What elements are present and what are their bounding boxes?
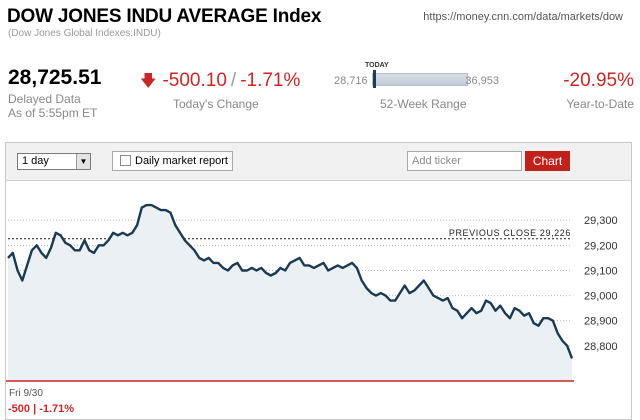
period-select[interactable]: 1 day ▼ — [17, 153, 91, 170]
delayed-data-note: Delayed Data As of 5:55pm ET — [8, 92, 97, 120]
ytd-value: -20.95% — [563, 70, 634, 91]
chevron-down-icon[interactable]: ▼ — [76, 154, 90, 169]
y-tick-label: 29,200 — [584, 240, 618, 252]
52-week-range: TODAY 28,716 36,953 52-Week Range — [334, 62, 504, 112]
y-tick-label: 28,900 — [584, 316, 618, 328]
todays-change: 🡇 -500.10/-1.71% — [140, 70, 300, 97]
ytd-label: Year-to-Date — [566, 97, 634, 111]
price-area — [8, 205, 572, 381]
change-points: -500.10 — [162, 70, 227, 91]
y-axis-ticks: 28,800 28,900 29,000 29,100 29,200 29,300 — [584, 215, 618, 353]
intraday-chart: 28,800 28,900 29,000 29,100 29,200 29,300 PRE… — [6, 203, 618, 382]
chart-toolbar: 1 day ▼ Daily market report Chart — [6, 143, 631, 181]
period-selected-value: 1 day — [22, 155, 49, 167]
price-line — [7, 203, 574, 359]
current-price: 28,725.51 — [8, 66, 102, 89]
range-today-label: TODAY — [365, 62, 389, 69]
chart-panel: 1 day ▼ Daily market report Chart 28,800… — [5, 142, 632, 420]
change-percent: -1.71% — [240, 70, 301, 91]
range-high: 36,953 — [465, 75, 499, 87]
change-separator: / — [230, 70, 237, 91]
y-tick-label: 28,800 — [584, 341, 618, 353]
chart-day-change: -500 | -1.71% — [8, 403, 75, 415]
down-arrow-icon: 🡇 — [140, 73, 157, 90]
as-of-time: As of 5:55pm ET — [8, 106, 98, 120]
delayed-data-label: Delayed Data — [8, 92, 81, 106]
daily-report-checkbox[interactable] — [120, 155, 131, 166]
range-label: 52-Week Range — [380, 97, 467, 111]
chart-date: Fri 9/30 — [9, 388, 43, 399]
previous-close-label: PREVIOUS CLOSE 29,226 — [449, 228, 571, 238]
page-title: DOW JONES INDU AVERAGE Index — [7, 6, 322, 27]
chart-button[interactable]: Chart — [525, 151, 570, 171]
y-tick-label: 29,100 — [584, 265, 618, 277]
todays-change-label: Today's Change — [173, 97, 259, 111]
range-today-marker — [373, 70, 376, 88]
daily-report-toggle[interactable]: Daily market report — [112, 151, 233, 171]
y-tick-label: 29,300 — [584, 215, 618, 227]
index-subtitle: (Dow Jones Global Indexes:INDU) — [8, 28, 161, 39]
y-tick-label: 29,000 — [584, 291, 618, 303]
add-ticker-input[interactable] — [407, 151, 522, 171]
page-url[interactable]: https://money.cnn.com/data/markets/dow — [423, 11, 623, 23]
daily-report-label: Daily market report — [135, 155, 228, 167]
range-low: 28,716 — [334, 75, 368, 87]
range-bar — [372, 73, 468, 86]
